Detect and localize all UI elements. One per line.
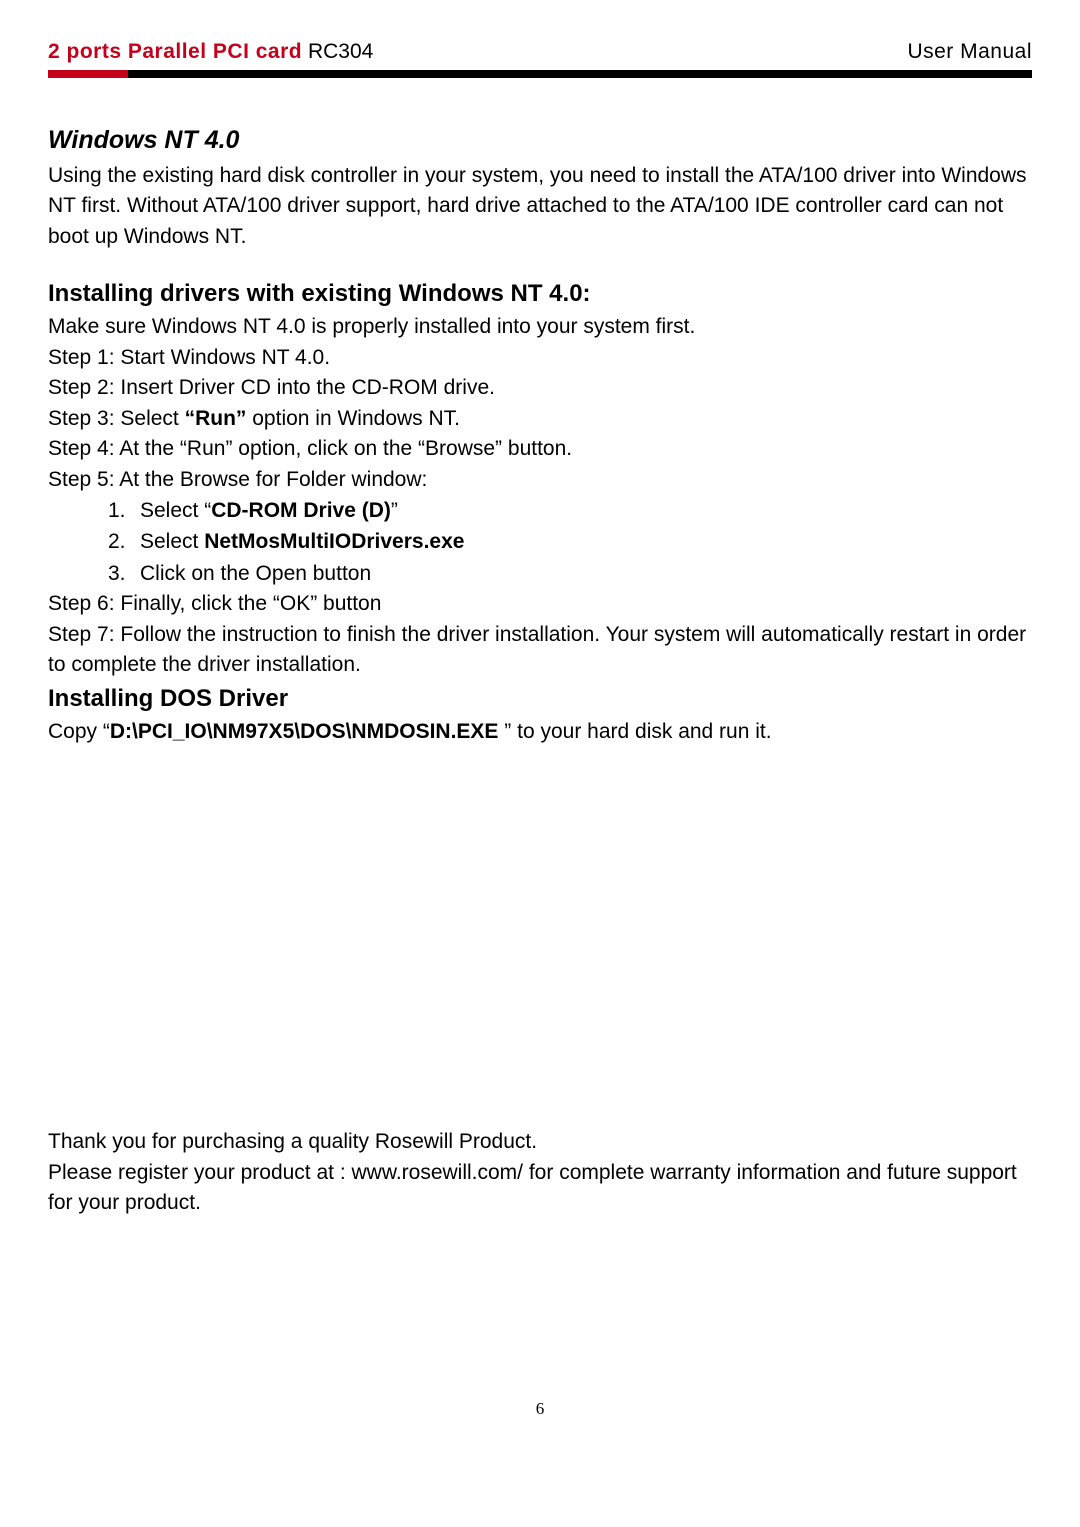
section-body-nt40: Using the existing hard disk controller … — [48, 161, 1032, 252]
step-3-bold: “Run” — [185, 407, 247, 430]
dos-body-pre: Copy “ — [48, 720, 110, 743]
substep-1-num: 1. — [108, 495, 140, 527]
footer-block: Thank you for purchasing a quality Rosew… — [48, 1127, 1032, 1218]
page-number: 6 — [48, 1399, 1032, 1419]
substep-1-bold: CD-ROM Drive (D) — [211, 499, 391, 522]
page-header: 2 ports Parallel PCI card RC304 User Man… — [48, 40, 1032, 64]
substep-1-pre: Select “ — [140, 499, 211, 522]
substep-1: 1.Select “CD-ROM Drive (D)” — [108, 495, 1032, 527]
dos-body-bold: D:\PCI_IO\NM97X5\DOS\NMDOSIN.EXE — [110, 720, 504, 743]
header-rule — [48, 70, 1032, 78]
rule-black-segment — [128, 70, 1032, 78]
section-body-dos: Copy “D:\PCI_IO\NM97X5\DOS\NMDOSIN.EXE ”… — [48, 717, 1032, 747]
substep-1-post: ” — [391, 499, 398, 522]
install-nt-intro: Make sure Windows NT 4.0 is properly ins… — [48, 312, 1032, 342]
substep-2-num: 2. — [108, 526, 140, 558]
footer-line-2: Please register your product at : www.ro… — [48, 1158, 1032, 1219]
step-3: Step 3: Select “Run” option in Windows N… — [48, 404, 1032, 434]
step-2: Step 2: Insert Driver CD into the CD-ROM… — [48, 373, 1032, 403]
substep-3-num: 3. — [108, 558, 140, 590]
footer-line-1: Thank you for purchasing a quality Rosew… — [48, 1127, 1032, 1157]
substep-list: 1.Select “CD-ROM Drive (D)” 2.Select Net… — [48, 495, 1032, 590]
substep-2: 2.Select NetMosMultiIODrivers.exe — [108, 526, 1032, 558]
header-right: User Manual — [907, 40, 1032, 64]
product-model: RC304 — [308, 40, 373, 63]
step-5: Step 5: At the Browse for Folder window: — [48, 465, 1032, 495]
step-4: Step 4: At the “Run” option, click on th… — [48, 434, 1032, 464]
rule-red-segment — [48, 70, 128, 78]
product-name: 2 ports Parallel PCI card — [48, 40, 302, 63]
substep-2-bold: NetMosMultiIODrivers.exe — [204, 530, 464, 553]
dos-body-post: ” to your hard disk and run it. — [504, 720, 771, 743]
step-1: Step 1: Start Windows NT 4.0. — [48, 343, 1032, 373]
header-left: 2 ports Parallel PCI card RC304 — [48, 40, 373, 64]
substep-2-pre: Select — [140, 530, 204, 553]
step-3-post: option in Windows NT. — [246, 407, 460, 430]
step-6: Step 6: Finally, click the “OK” button — [48, 589, 1032, 619]
substep-3-text: Click on the Open button — [140, 562, 371, 585]
section-title-dos: Installing DOS Driver — [48, 685, 1032, 713]
section-title-install-nt: Installing drivers with existing Windows… — [48, 280, 1032, 308]
substep-3: 3.Click on the Open button — [108, 558, 1032, 590]
step-7: Step 7: Follow the instruction to finish… — [48, 620, 1032, 681]
section-title-nt40: Windows NT 4.0 — [48, 126, 1032, 155]
step-3-pre: Step 3: Select — [48, 407, 185, 430]
